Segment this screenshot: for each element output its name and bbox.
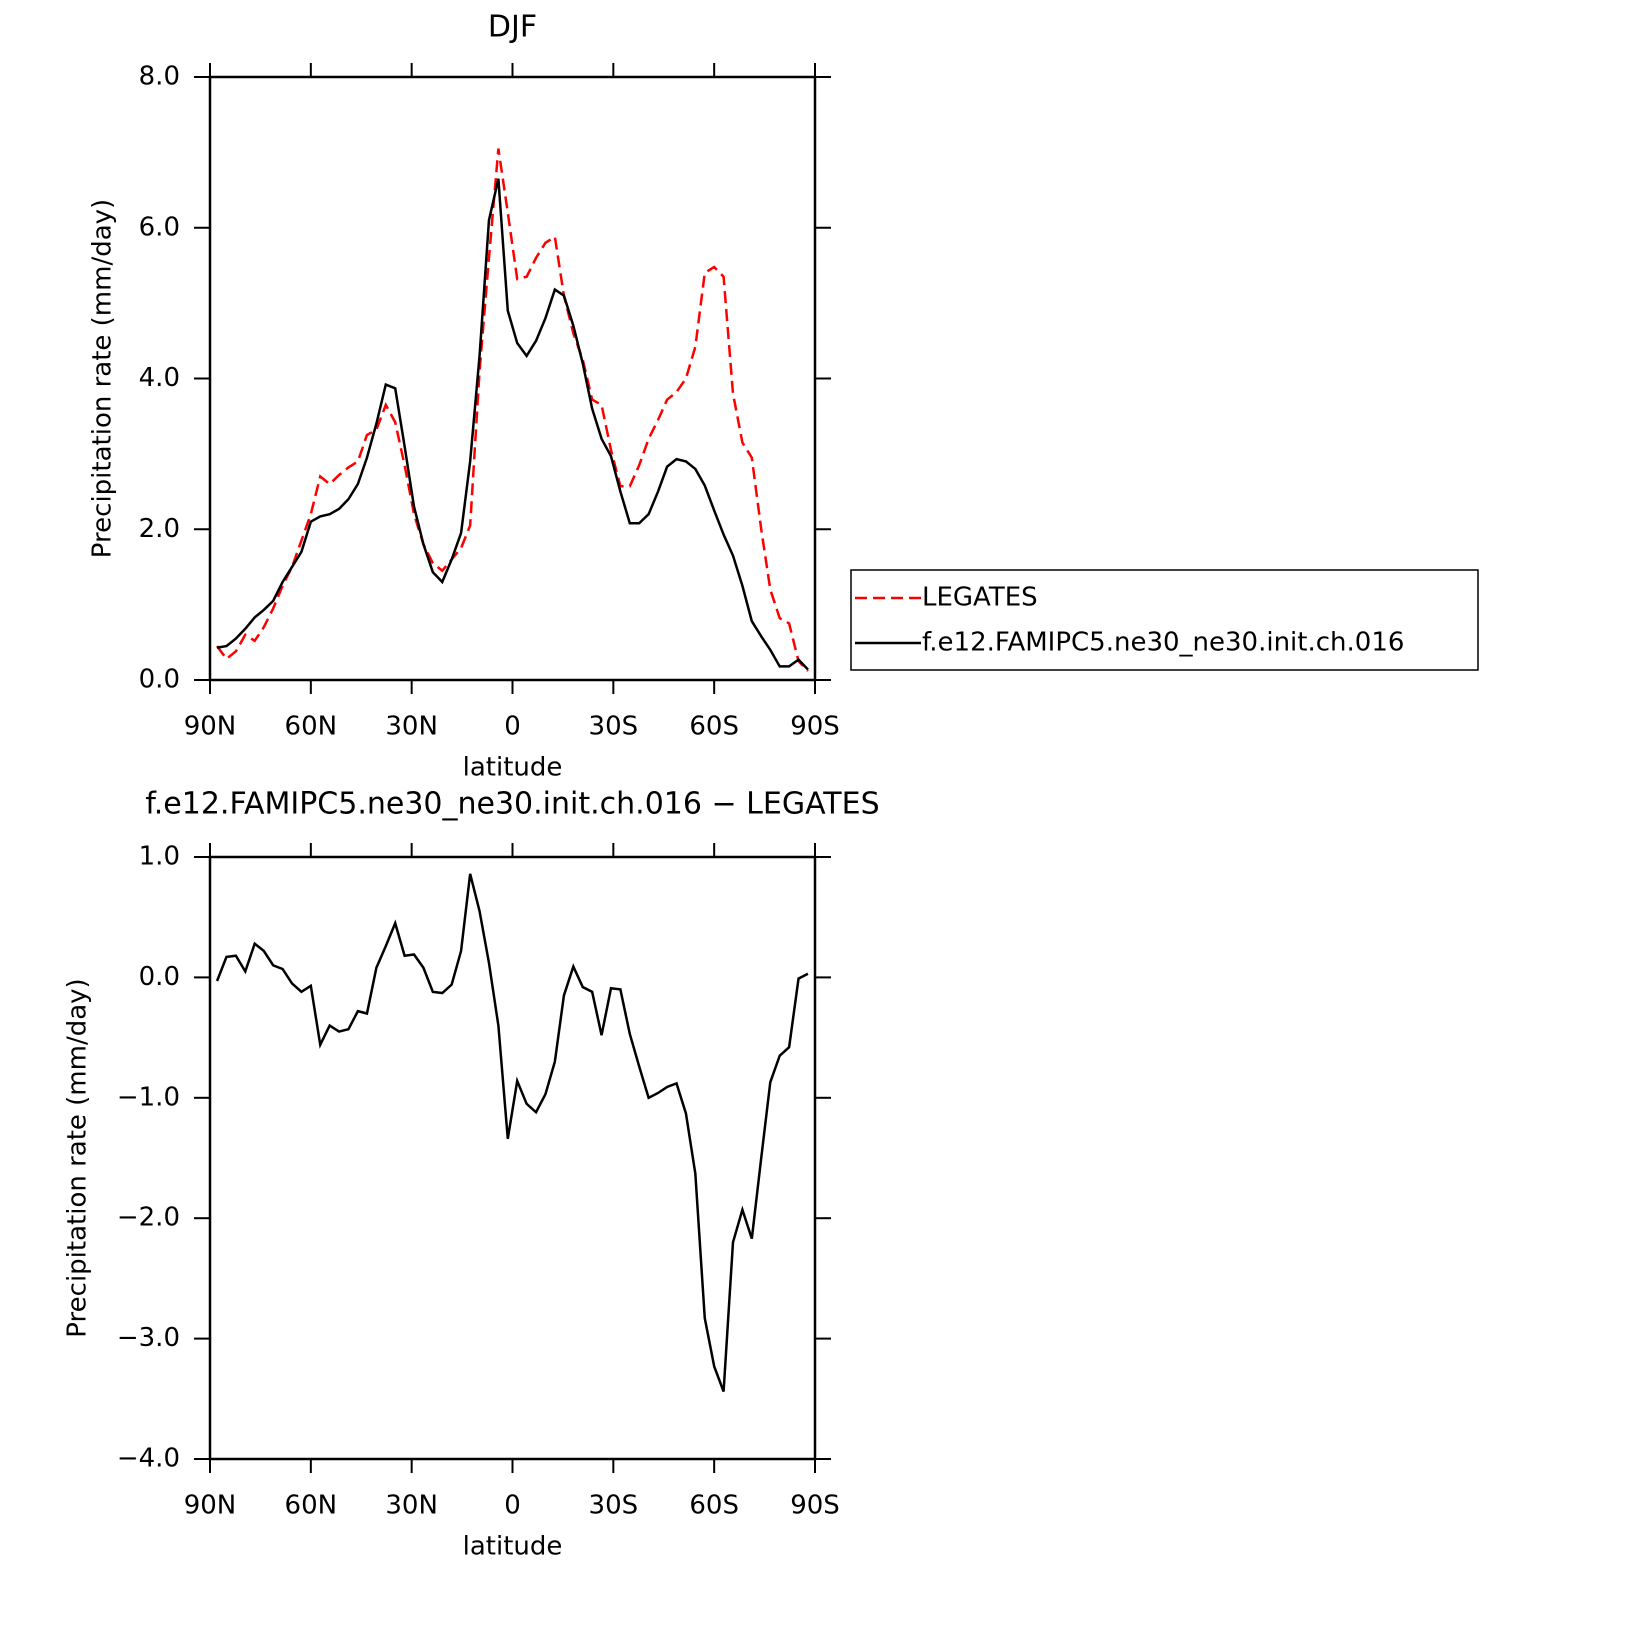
chart-title: f.e12.FAMIPC5.ne30_ne30.init.ch.016 − LE… — [145, 787, 879, 822]
legend-label: LEGATES — [922, 583, 1038, 613]
legend-box — [850, 569, 1479, 671]
data-line — [216, 148, 809, 672]
x-tick-label: 30S — [589, 1491, 639, 1521]
data-line — [216, 178, 809, 671]
x-tick-label: 90N — [184, 712, 237, 742]
plot-frame — [208, 75, 817, 682]
y-tick-label: −3.0 — [117, 1323, 180, 1353]
x-tick-label: 90S — [790, 1491, 840, 1521]
x-tick-label: 0 — [504, 712, 521, 742]
x-tick-label: 0 — [504, 1491, 521, 1521]
y-tick-label: 2.0 — [139, 514, 180, 544]
x-axis-label: latitude — [463, 753, 563, 783]
y-tick-label: 1.0 — [139, 842, 180, 872]
x-tick-label: 30N — [385, 1491, 438, 1521]
y-tick-label: 6.0 — [139, 212, 180, 242]
x-tick-label: 60S — [689, 1491, 739, 1521]
x-axis-label: latitude — [463, 1532, 563, 1562]
y-tick-label: 4.0 — [139, 363, 180, 393]
y-tick-label: 0.0 — [139, 962, 180, 992]
y-tick-label: −1.0 — [117, 1082, 180, 1112]
x-tick-label: 90N — [184, 1491, 237, 1521]
x-tick-label: 60S — [689, 712, 739, 742]
y-tick-label: 8.0 — [139, 62, 180, 92]
y-axis-label: Precipitation rate (mm/day) — [63, 978, 93, 1337]
x-tick-label: 90S — [790, 712, 840, 742]
chart-title: DJF — [488, 10, 537, 45]
y-tick-label: −4.0 — [117, 1444, 180, 1474]
x-tick-label: 60N — [285, 1491, 338, 1521]
legend-label: f.e12.FAMIPC5.ne30_ne30.init.ch.016 — [922, 628, 1404, 658]
x-tick-label: 30N — [385, 712, 438, 742]
y-tick-label: −2.0 — [117, 1203, 180, 1233]
plot-frame — [208, 855, 817, 1461]
x-tick-label: 60N — [285, 712, 338, 742]
y-axis-label: Precipitation rate (mm/day) — [88, 199, 118, 558]
y-tick-label: 0.0 — [139, 665, 180, 695]
data-line — [215, 873, 809, 1393]
x-tick-label: 30S — [589, 712, 639, 742]
